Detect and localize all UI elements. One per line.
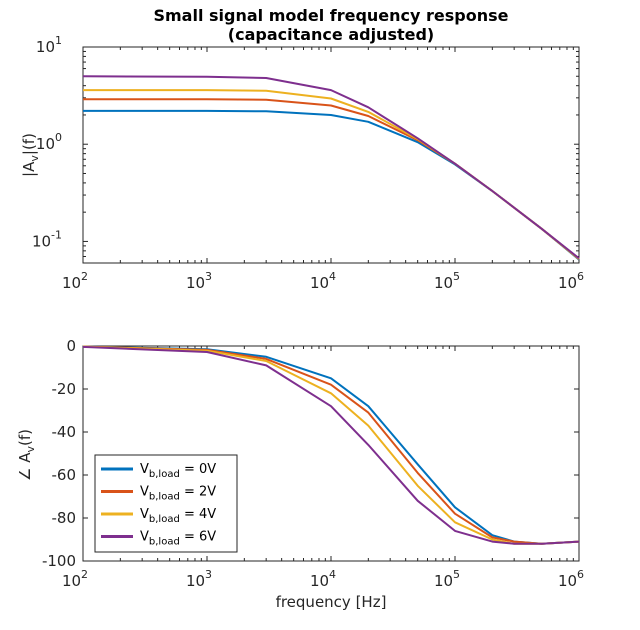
- phase-ytick-label: -80: [52, 509, 77, 527]
- phase-xtick-label: 106: [558, 568, 584, 590]
- magnitude-ylabel: |Av|(f): [20, 133, 41, 177]
- phase-xtick-label: 103: [186, 568, 212, 590]
- chart-subtitle: (capacitance adjusted): [228, 25, 434, 44]
- legend-entry-2: Vb,load = 2V: [140, 485, 216, 503]
- magnitude-xtick-label: 104: [310, 270, 336, 292]
- magnitude-ytick-label: 101: [36, 34, 62, 56]
- phase-ytick-label: -100: [42, 552, 76, 570]
- magnitude-series-line-4: [82, 75, 580, 260]
- phase-plot: 102 103 104 105 106 0 -20 -40 -60 -80 -100 ∠ Av(f) f…: [16, 337, 584, 611]
- phase-xtick-label: 104: [310, 568, 336, 590]
- phase-ylabel: ∠ Av(f): [16, 429, 37, 481]
- legend-entry-4: Vb,load = 6V: [140, 530, 216, 548]
- chart-title: Small signal model frequency response: [153, 6, 508, 25]
- phase-ytick-label: 0: [66, 337, 76, 355]
- magnitude-ytick-label: 10-1: [32, 228, 62, 250]
- legend: Vb,load = 0V Vb,load = 2V Vb,load = 4V Vb,l…: [94, 454, 238, 553]
- phase-series-line-4: [82, 345, 580, 545]
- magnitude-plot: Small signal model frequency response(ca…: [20, 6, 584, 292]
- phase-ytick-label: -40: [52, 423, 77, 441]
- magnitude-ytick-label: 100: [36, 131, 62, 153]
- magnitude-xtick-label: 105: [434, 270, 460, 292]
- phase-ytick-label: -60: [52, 466, 77, 484]
- phase-series-line-2: [82, 345, 580, 545]
- magnitude-axes-box: [82, 46, 580, 264]
- phase-ytick-label: -20: [52, 380, 77, 398]
- magnitude-xtick-label: 103: [186, 270, 212, 292]
- phase-xlabel: frequency [Hz]: [276, 593, 387, 611]
- phase-xtick-label: 105: [434, 568, 460, 590]
- legend-entry-3: Vb,load = 4V: [140, 507, 216, 525]
- magnitude-xtick-label: 106: [558, 270, 584, 292]
- legend-entry-1: Vb,load = 0V: [140, 462, 216, 480]
- magnitude-xtick-label: 102: [62, 270, 88, 292]
- phase-xtick-label: 102: [62, 568, 88, 590]
